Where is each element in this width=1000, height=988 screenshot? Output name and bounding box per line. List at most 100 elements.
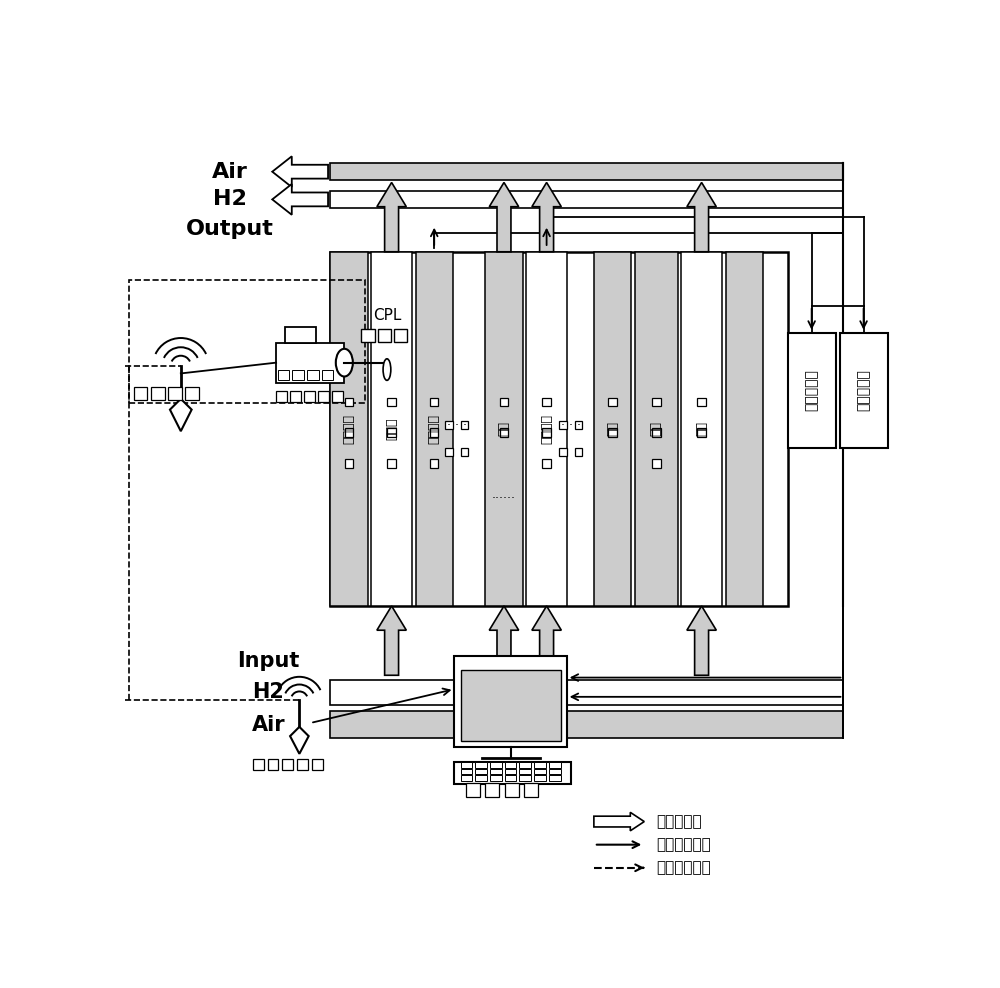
- Bar: [307, 370, 319, 379]
- Bar: [345, 398, 353, 406]
- Bar: [461, 449, 468, 455]
- Text: · · ·: · · ·: [561, 419, 581, 432]
- Bar: [534, 769, 546, 775]
- Text: 流道: 流道: [606, 421, 619, 437]
- Bar: [549, 763, 561, 768]
- Bar: [330, 252, 368, 606]
- Text: 端板: 端板: [650, 421, 663, 437]
- Text: 反应气流向: 反应气流向: [656, 814, 702, 829]
- Polygon shape: [377, 606, 406, 675]
- Polygon shape: [489, 606, 519, 675]
- Text: H2: H2: [252, 682, 284, 702]
- Bar: [345, 459, 353, 467]
- Bar: [505, 783, 519, 797]
- Bar: [312, 759, 323, 770]
- Polygon shape: [377, 183, 406, 252]
- Bar: [445, 449, 453, 455]
- Bar: [461, 776, 472, 781]
- Bar: [461, 421, 468, 429]
- Bar: [276, 343, 344, 382]
- Bar: [485, 252, 523, 606]
- Bar: [526, 252, 567, 606]
- Bar: [394, 329, 407, 342]
- Bar: [726, 252, 763, 606]
- Bar: [519, 763, 531, 768]
- Bar: [500, 398, 508, 406]
- Bar: [542, 429, 551, 437]
- Text: 空流道: 空流道: [385, 418, 398, 440]
- Bar: [361, 329, 375, 342]
- Ellipse shape: [383, 359, 391, 380]
- Bar: [430, 459, 438, 467]
- Bar: [268, 759, 278, 770]
- Bar: [534, 776, 546, 781]
- Bar: [330, 191, 843, 207]
- Bar: [371, 252, 412, 606]
- Bar: [297, 759, 308, 770]
- Text: 湿度传感器: 湿度传感器: [857, 370, 871, 411]
- Bar: [697, 429, 706, 437]
- Text: 湿度传感器: 湿度传感器: [805, 370, 819, 411]
- Bar: [461, 763, 472, 768]
- Text: · · ·: · · ·: [447, 419, 467, 432]
- Bar: [635, 252, 678, 606]
- Polygon shape: [532, 183, 561, 252]
- Text: Input: Input: [237, 651, 300, 672]
- Text: Air: Air: [212, 162, 248, 182]
- Polygon shape: [272, 184, 328, 214]
- Polygon shape: [687, 183, 716, 252]
- Bar: [332, 391, 343, 402]
- Bar: [608, 429, 617, 437]
- Bar: [387, 429, 396, 437]
- Bar: [253, 759, 264, 770]
- Bar: [168, 387, 182, 400]
- Bar: [574, 449, 582, 455]
- Bar: [485, 783, 499, 797]
- Bar: [652, 459, 661, 467]
- Bar: [490, 763, 502, 768]
- Text: 无线信号流向: 无线信号流向: [656, 861, 711, 875]
- Polygon shape: [532, 606, 561, 675]
- Bar: [330, 252, 788, 606]
- Bar: [461, 769, 472, 775]
- Bar: [134, 387, 147, 400]
- Bar: [330, 163, 843, 180]
- Bar: [549, 769, 561, 775]
- Bar: [788, 333, 836, 449]
- Bar: [454, 763, 571, 783]
- Bar: [505, 763, 516, 768]
- Bar: [542, 398, 551, 406]
- Text: Air: Air: [252, 714, 285, 734]
- Bar: [840, 333, 888, 449]
- Bar: [151, 387, 165, 400]
- Bar: [505, 776, 516, 781]
- Bar: [697, 398, 706, 406]
- Text: 流道: 流道: [695, 421, 708, 437]
- Bar: [278, 370, 289, 379]
- Text: CPL: CPL: [373, 308, 401, 323]
- Bar: [652, 398, 661, 406]
- Bar: [549, 776, 561, 781]
- Text: 子交口膜: 子交口膜: [540, 414, 553, 444]
- Text: 有线信号流向: 有线信号流向: [656, 837, 711, 853]
- Polygon shape: [290, 727, 309, 754]
- Bar: [519, 776, 531, 781]
- Bar: [461, 670, 561, 741]
- Bar: [608, 398, 617, 406]
- Text: ......: ......: [492, 488, 516, 501]
- Bar: [322, 370, 333, 379]
- Bar: [129, 281, 365, 403]
- Text: 子交口膜: 子交口膜: [428, 414, 441, 444]
- Bar: [416, 252, 453, 606]
- Bar: [387, 398, 396, 406]
- Bar: [282, 759, 293, 770]
- Bar: [276, 391, 287, 402]
- Polygon shape: [272, 156, 328, 187]
- Bar: [652, 429, 661, 437]
- Text: Output: Output: [186, 218, 274, 239]
- Bar: [490, 769, 502, 775]
- Bar: [292, 370, 304, 379]
- Bar: [430, 429, 438, 437]
- Bar: [285, 327, 316, 343]
- Bar: [542, 459, 551, 467]
